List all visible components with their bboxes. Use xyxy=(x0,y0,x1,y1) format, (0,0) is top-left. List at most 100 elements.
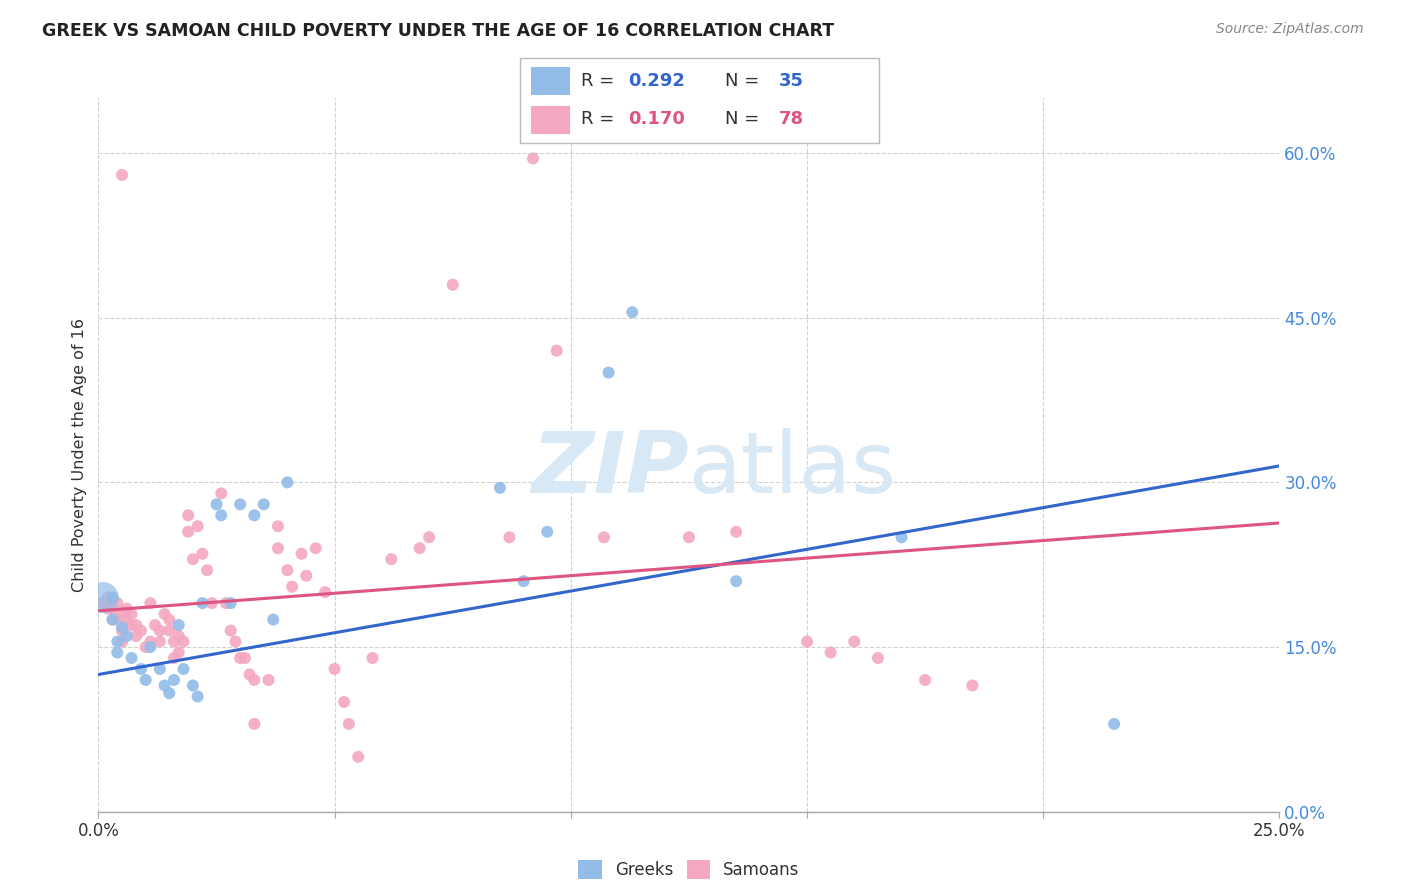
Point xyxy=(177,524,200,539)
Point xyxy=(209,486,232,500)
Point xyxy=(512,574,534,589)
Point xyxy=(163,651,186,665)
Point xyxy=(347,749,370,764)
Point xyxy=(725,574,748,589)
Point xyxy=(111,168,134,182)
Point xyxy=(111,624,134,638)
Point xyxy=(101,613,124,627)
Text: N =: N = xyxy=(724,72,765,90)
Point xyxy=(129,624,152,638)
Point xyxy=(111,620,134,634)
Point xyxy=(725,524,748,539)
Point xyxy=(262,613,284,627)
Text: Source: ZipAtlas.com: Source: ZipAtlas.com xyxy=(1216,22,1364,37)
Point xyxy=(195,563,218,577)
Point xyxy=(157,686,180,700)
Point xyxy=(167,618,190,632)
Point xyxy=(408,541,430,556)
Point xyxy=(167,629,190,643)
Point xyxy=(209,508,232,523)
Point xyxy=(333,695,356,709)
Point xyxy=(281,580,304,594)
Point xyxy=(191,596,214,610)
Point xyxy=(91,591,114,605)
Point xyxy=(215,596,238,610)
Text: GREEK VS SAMOAN CHILD POVERTY UNDER THE AGE OF 16 CORRELATION CHART: GREEK VS SAMOAN CHILD POVERTY UNDER THE … xyxy=(42,22,834,40)
Point xyxy=(295,568,318,582)
Point xyxy=(536,524,558,539)
Point xyxy=(111,607,134,621)
Point xyxy=(593,530,616,544)
Point xyxy=(239,667,262,681)
Point xyxy=(866,651,889,665)
Text: atlas: atlas xyxy=(689,427,897,511)
Point xyxy=(546,343,568,358)
Point xyxy=(97,601,120,615)
Point xyxy=(125,629,148,643)
Point xyxy=(243,717,266,731)
Point xyxy=(129,662,152,676)
Point xyxy=(498,530,520,544)
Point xyxy=(380,552,402,566)
Point xyxy=(962,678,984,692)
Point xyxy=(205,497,228,511)
Point xyxy=(121,618,143,632)
Point xyxy=(820,646,842,660)
Point xyxy=(135,673,157,687)
Text: ZIP: ZIP xyxy=(531,427,689,511)
Point xyxy=(172,634,194,648)
Point xyxy=(219,624,242,638)
Text: 35: 35 xyxy=(779,72,803,90)
Point xyxy=(418,530,440,544)
Point xyxy=(678,530,700,544)
Point xyxy=(105,596,128,610)
Point xyxy=(323,662,346,676)
Point xyxy=(314,585,336,599)
Point xyxy=(257,673,280,687)
Point xyxy=(489,481,512,495)
Point xyxy=(796,634,818,648)
Point xyxy=(621,305,644,319)
Point xyxy=(267,519,290,533)
Point xyxy=(177,508,200,523)
Point xyxy=(97,591,120,605)
Point xyxy=(101,591,124,605)
Point xyxy=(441,277,464,292)
Text: R =: R = xyxy=(581,110,620,128)
Point xyxy=(305,541,328,556)
Point xyxy=(187,519,209,533)
Point xyxy=(172,662,194,676)
Point xyxy=(229,497,252,511)
Point xyxy=(181,678,204,692)
Point xyxy=(111,634,134,648)
Point xyxy=(121,651,143,665)
Point xyxy=(890,530,912,544)
Point xyxy=(267,541,290,556)
Point xyxy=(598,366,620,380)
Point xyxy=(276,563,298,577)
Point xyxy=(163,673,186,687)
FancyBboxPatch shape xyxy=(531,106,571,134)
Text: 0.292: 0.292 xyxy=(627,72,685,90)
Point xyxy=(163,634,186,648)
Point xyxy=(149,624,172,638)
Point xyxy=(243,508,266,523)
Point xyxy=(1102,717,1125,731)
Point xyxy=(914,673,936,687)
Point xyxy=(143,618,166,632)
Point xyxy=(91,596,114,610)
Point xyxy=(233,651,256,665)
Point xyxy=(229,651,252,665)
Text: 0.170: 0.170 xyxy=(627,110,685,128)
Text: R =: R = xyxy=(581,72,620,90)
Point xyxy=(253,497,276,511)
Point xyxy=(153,607,176,621)
Point xyxy=(361,651,384,665)
Point xyxy=(105,634,128,648)
Point xyxy=(149,634,172,648)
Point xyxy=(125,618,148,632)
Point xyxy=(167,646,190,660)
Point xyxy=(276,475,298,490)
Point xyxy=(153,678,176,692)
Point xyxy=(844,634,866,648)
